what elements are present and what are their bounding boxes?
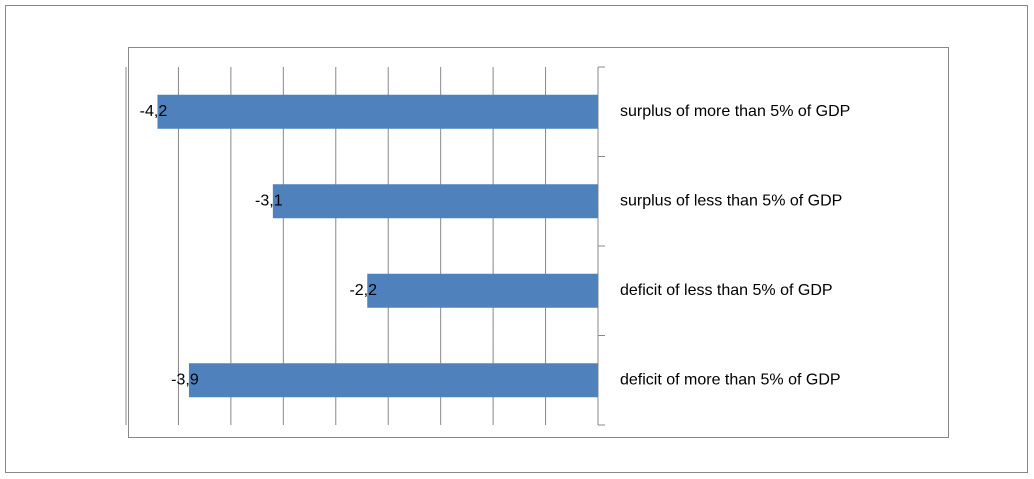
value-label: -3,9 — [171, 371, 199, 388]
value-label: -3,1 — [255, 192, 283, 209]
category-label: deficit of more than 5% of GDP — [620, 371, 841, 388]
category-label: surplus of less than 5% of GDP — [620, 192, 842, 209]
category-label: surplus of more than 5% of GDP — [620, 103, 850, 120]
bar — [188, 363, 598, 398]
plot-border — [128, 47, 949, 438]
bar — [157, 94, 598, 129]
bar — [272, 184, 598, 219]
value-label: -4,2 — [140, 103, 168, 120]
chart-border — [5, 5, 1028, 473]
bar — [367, 273, 598, 308]
category-label: deficit of less than 5% of GDP — [620, 282, 833, 299]
value-label: -2,2 — [349, 282, 377, 299]
